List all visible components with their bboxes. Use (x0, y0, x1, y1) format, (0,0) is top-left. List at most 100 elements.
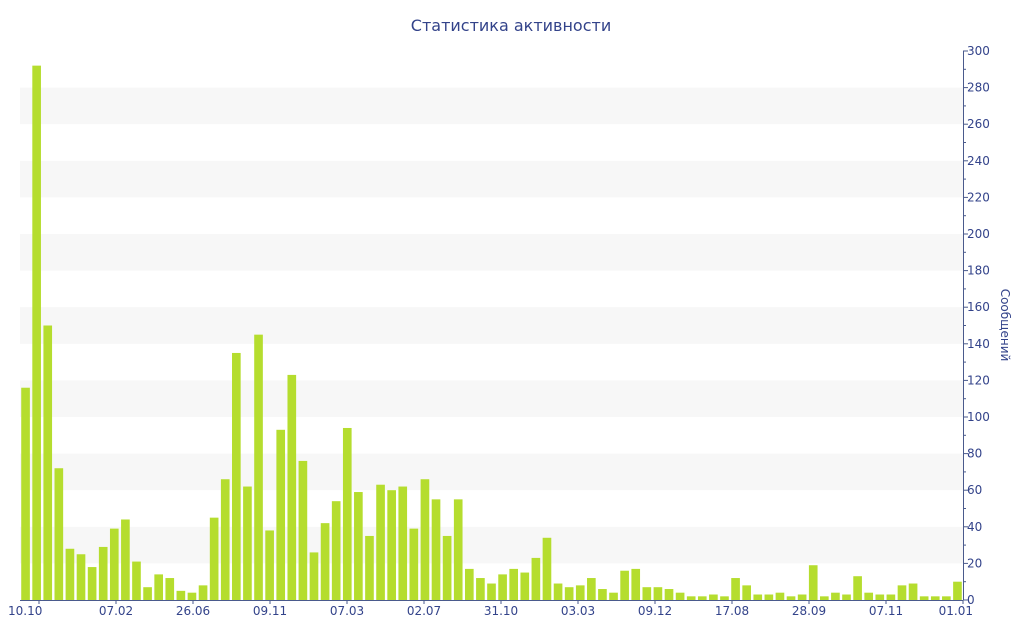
bar (54, 468, 64, 600)
grid-band (20, 234, 963, 271)
x-tick-label: 17.08 (715, 604, 749, 618)
bar (376, 484, 385, 600)
bar (531, 557, 541, 600)
bar (575, 585, 585, 600)
bar (720, 596, 729, 600)
bar (520, 572, 530, 600)
y-tick-label: 140 (967, 337, 990, 351)
bar (87, 567, 97, 600)
bar (709, 594, 718, 600)
y-tick-label: 0 (967, 593, 975, 607)
bar (320, 523, 330, 600)
bar (753, 594, 763, 600)
y-tick-label: 20 (967, 556, 982, 570)
grid-band (20, 160, 963, 198)
bar (564, 587, 574, 600)
x-tick-label: 28.09 (792, 604, 826, 618)
y-tick-label: 160 (967, 300, 990, 314)
bar (930, 596, 940, 600)
grid-band (20, 87, 963, 125)
bar (464, 568, 474, 600)
y-tick-label: 40 (967, 520, 982, 534)
bar (76, 554, 86, 600)
grid-band (20, 453, 963, 491)
x-tick-label: 02.07 (407, 604, 441, 618)
y-tick-label: 180 (967, 264, 990, 278)
chart-title: Статистика активности (411, 16, 611, 35)
bar (309, 552, 319, 600)
bar (254, 334, 263, 600)
x-tick-label: 07.11 (869, 604, 903, 618)
bar (897, 585, 907, 600)
bar (387, 490, 396, 600)
bar (875, 594, 885, 600)
bar (209, 517, 219, 600)
bar (764, 594, 774, 600)
bar (409, 528, 419, 600)
bar (642, 587, 652, 600)
bar (775, 592, 785, 600)
grid-bands (20, 87, 963, 564)
grid-band (20, 307, 963, 344)
bar (243, 486, 252, 600)
x-tick-label: 07.03 (330, 604, 364, 618)
bar (109, 528, 119, 600)
bar (98, 546, 108, 600)
y-tick-label: 240 (967, 154, 990, 168)
bar (786, 596, 796, 600)
grid-band (20, 526, 963, 564)
bar (742, 585, 751, 600)
bar (731, 578, 740, 600)
y-tick-label: 80 (967, 447, 982, 461)
bar (631, 568, 641, 600)
bar (220, 479, 230, 600)
bar (165, 578, 175, 600)
bar (498, 574, 507, 600)
bar (653, 587, 663, 600)
grid-band (20, 380, 963, 417)
x-tick-label: 01.01 (939, 604, 973, 618)
bar (32, 65, 41, 600)
bar (697, 596, 707, 600)
bar (797, 594, 807, 600)
y-tick-label: 120 (967, 373, 990, 387)
bar (886, 594, 896, 600)
bar (864, 592, 874, 600)
bar (487, 583, 496, 600)
y-axis-title: Сообщений (998, 289, 1012, 362)
y-tick-label: 260 (967, 117, 990, 131)
bar (942, 596, 951, 600)
bar (431, 499, 441, 600)
y-tick-label: 60 (967, 483, 982, 497)
bar (65, 548, 75, 600)
bar (143, 587, 152, 600)
bar (21, 387, 30, 600)
bar (609, 592, 618, 600)
bar (553, 583, 563, 600)
bar (664, 589, 674, 600)
bar (919, 596, 929, 600)
bar (853, 576, 862, 600)
bar (542, 537, 552, 600)
axes-group: 0 20 40 60 80 100 120 140 160 180 200 220 240 260 280 3… (8, 44, 990, 618)
bar (354, 492, 363, 600)
bar (953, 581, 962, 600)
bar (43, 325, 53, 600)
bar (132, 561, 141, 600)
y-tick-label: 200 (967, 227, 990, 241)
bar (365, 535, 374, 600)
bar (587, 578, 596, 600)
bar (154, 574, 163, 600)
bar (686, 596, 696, 600)
bar (842, 594, 851, 600)
bar (509, 568, 519, 600)
bar (342, 427, 352, 600)
bar (265, 530, 274, 600)
bar (598, 589, 607, 600)
y-tick-label: 300 (967, 44, 990, 58)
y-tick-label: 280 (967, 81, 990, 95)
bar (331, 501, 341, 600)
bar (276, 429, 286, 600)
x-tick-label: 09.12 (638, 604, 672, 618)
